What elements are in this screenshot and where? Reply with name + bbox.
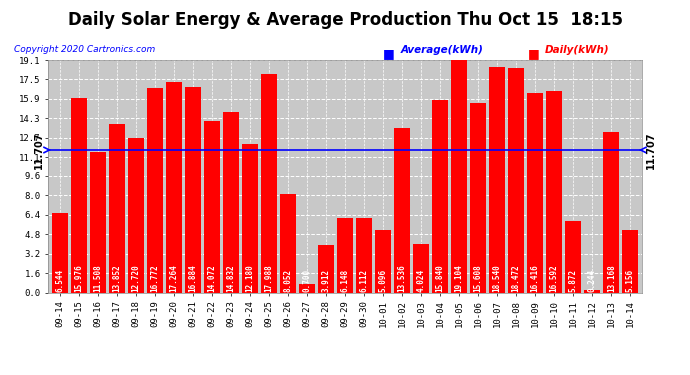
Bar <box>185 87 201 292</box>
Bar <box>603 132 620 292</box>
Bar <box>280 195 296 292</box>
Bar <box>147 88 163 292</box>
Bar <box>90 152 106 292</box>
Text: 12.180: 12.180 <box>246 264 255 291</box>
Text: 5.872: 5.872 <box>569 268 578 291</box>
Bar <box>470 102 486 292</box>
Bar <box>128 138 144 292</box>
Bar <box>565 221 581 292</box>
Bar <box>584 290 600 292</box>
Text: 13.536: 13.536 <box>397 264 406 291</box>
Bar <box>413 243 429 292</box>
Bar <box>375 231 391 292</box>
Text: 19.104: 19.104 <box>455 264 464 291</box>
Bar <box>70 98 87 292</box>
Bar <box>432 100 448 292</box>
Text: 6.148: 6.148 <box>340 268 350 291</box>
Text: 16.884: 16.884 <box>188 264 197 291</box>
Text: 11.508: 11.508 <box>93 264 102 291</box>
Text: Daily(kWh): Daily(kWh) <box>545 45 610 55</box>
Text: Average(kWh): Average(kWh) <box>400 45 483 55</box>
Text: Copyright 2020 Cartronics.com: Copyright 2020 Cartronics.com <box>14 45 155 54</box>
Bar <box>489 67 505 292</box>
Text: 13.852: 13.852 <box>112 264 121 291</box>
Text: 16.772: 16.772 <box>150 264 159 291</box>
Bar <box>166 82 182 292</box>
Bar <box>394 128 410 292</box>
Text: 15.840: 15.840 <box>435 264 444 291</box>
Text: 18.540: 18.540 <box>493 264 502 291</box>
Bar <box>527 93 543 292</box>
Bar <box>109 124 125 292</box>
Text: 3.912: 3.912 <box>322 268 331 291</box>
Text: 6.544: 6.544 <box>55 268 64 291</box>
Text: 4.024: 4.024 <box>417 268 426 291</box>
Bar <box>337 217 353 292</box>
Text: 17.264: 17.264 <box>169 264 178 291</box>
Bar <box>356 218 372 292</box>
Text: 13.168: 13.168 <box>607 264 615 291</box>
Text: 15.608: 15.608 <box>473 264 482 291</box>
Text: 0.244: 0.244 <box>588 268 597 291</box>
Text: 16.416: 16.416 <box>531 264 540 291</box>
Text: 15.976: 15.976 <box>75 264 83 291</box>
Text: ■: ■ <box>528 47 540 60</box>
Text: 5.096: 5.096 <box>379 268 388 291</box>
Text: 11.707: 11.707 <box>647 131 656 169</box>
Text: 11.707: 11.707 <box>34 131 43 169</box>
Text: 0.700: 0.700 <box>302 268 311 291</box>
Text: 14.832: 14.832 <box>226 264 235 291</box>
Bar <box>622 230 638 292</box>
Bar <box>204 121 220 292</box>
Bar <box>318 245 334 292</box>
Text: 17.988: 17.988 <box>264 264 273 291</box>
Text: 6.112: 6.112 <box>359 268 368 291</box>
Bar <box>261 74 277 292</box>
Bar <box>241 144 258 292</box>
Bar <box>508 68 524 292</box>
Bar <box>223 112 239 292</box>
Bar <box>546 90 562 292</box>
Text: 14.072: 14.072 <box>208 264 217 291</box>
Bar <box>52 213 68 292</box>
Text: 12.720: 12.720 <box>131 264 140 291</box>
Text: 8.052: 8.052 <box>284 268 293 291</box>
Text: Daily Solar Energy & Average Production Thu Oct 15  18:15: Daily Solar Energy & Average Production … <box>68 11 622 29</box>
Bar <box>451 60 467 292</box>
Bar <box>299 284 315 292</box>
Text: 16.592: 16.592 <box>550 264 559 291</box>
Text: 5.156: 5.156 <box>626 268 635 291</box>
Text: ■: ■ <box>383 47 395 60</box>
Text: 18.472: 18.472 <box>512 264 521 291</box>
